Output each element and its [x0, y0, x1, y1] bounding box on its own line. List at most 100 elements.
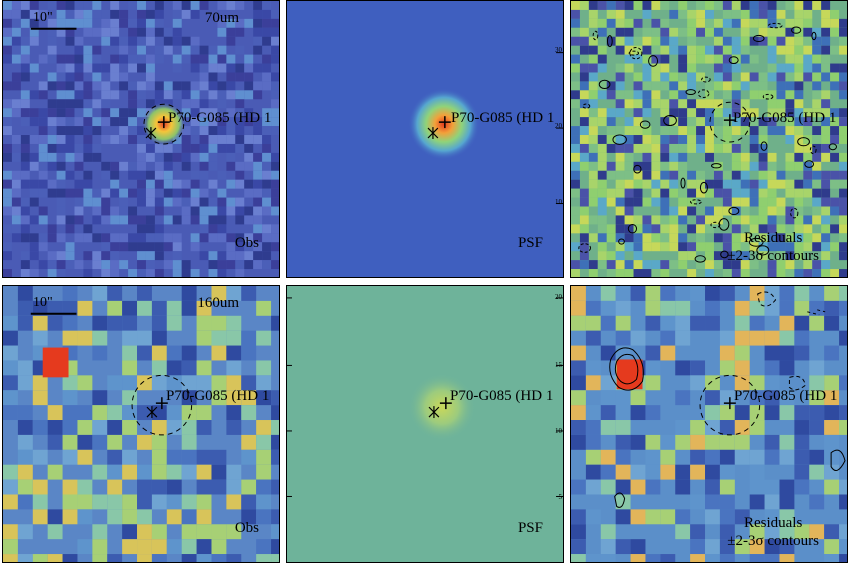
- noise-pixel: [145, 179, 155, 189]
- noise-pixel: [571, 405, 586, 421]
- noise-pixel: [669, 99, 679, 109]
- noise-pixel: [579, 233, 589, 243]
- noise-pixel: [740, 260, 750, 270]
- noise-pixel: [690, 449, 706, 465]
- noise-pixel: [758, 242, 768, 252]
- noise-pixel: [17, 286, 33, 301]
- noise-pixel: [785, 63, 795, 73]
- noise-pixel: [794, 300, 810, 316]
- noise-pixel: [651, 161, 661, 171]
- noise-pixel: [615, 233, 625, 243]
- noise-pixel: [122, 390, 138, 406]
- noise-pixel: [181, 135, 191, 144]
- noise-pixel: [226, 143, 236, 153]
- noise-pixel: [713, 161, 723, 171]
- noise-pixel: [585, 315, 601, 331]
- noise-pixel: [696, 18, 706, 28]
- contour-line: [592, 30, 599, 41]
- scale-bar-label: 10": [33, 295, 53, 310]
- noise-pixel: [172, 215, 182, 225]
- noise-pixel: [579, 260, 589, 270]
- noise-pixel: [824, 315, 840, 331]
- noise-pixel: [29, 179, 39, 189]
- contour-line: [578, 243, 591, 253]
- noise-pixel: [764, 330, 780, 346]
- noise-pixel: [713, 143, 723, 153]
- noise-pixel: [794, 449, 810, 465]
- noise-pixel: [145, 18, 155, 28]
- noise-pixel: [675, 464, 691, 480]
- noise-pixel: [226, 464, 242, 480]
- noise-pixel: [47, 54, 57, 64]
- noise-pixel: [77, 479, 93, 495]
- noise-pixel: [217, 117, 227, 127]
- noise-pixel: [705, 99, 714, 109]
- noise-pixel: [211, 286, 227, 301]
- noise-pixel: [235, 1, 245, 10]
- noise-pixel: [734, 300, 750, 316]
- noise-pixel: [606, 224, 616, 234]
- noise-pixel: [696, 9, 706, 19]
- noise-pixel: [606, 269, 616, 277]
- noise-pixel: [151, 405, 167, 421]
- noise-pixel: [137, 63, 146, 73]
- noise-pixel: [821, 90, 831, 100]
- noise-pixel: [758, 135, 768, 144]
- noise-pixel: [687, 206, 697, 216]
- noise-pixel: [812, 99, 822, 109]
- noise-pixel: [785, 45, 795, 55]
- noise-pixel: [92, 260, 102, 270]
- noise-pixel: [731, 179, 741, 189]
- noise-pixel: [208, 233, 218, 243]
- noise-pixel: [256, 375, 272, 391]
- noise-pixel: [633, 90, 643, 100]
- noise-pixel: [3, 188, 12, 198]
- noise-pixel: [196, 464, 212, 480]
- noise-pixel: [678, 126, 688, 136]
- noise-pixel: [101, 108, 111, 118]
- noise-pixel: [110, 54, 120, 64]
- noise-pixel: [241, 286, 257, 301]
- noise-pixel: [785, 242, 795, 252]
- noise-pixel: [749, 197, 759, 207]
- noise-pixel: [660, 286, 676, 301]
- noise-pixel: [235, 126, 245, 136]
- noise-pixel: [47, 143, 57, 153]
- noise-pixel: [749, 36, 759, 46]
- noise-pixel: [101, 233, 111, 243]
- noise-pixel: [669, 72, 679, 82]
- noise-pixel: [101, 27, 111, 37]
- noise-pixel: [11, 108, 21, 118]
- noise-pixel: [839, 300, 847, 316]
- noise-pixel: [137, 524, 152, 540]
- noise-pixel: [731, 143, 741, 153]
- noise-pixel: [779, 524, 795, 540]
- noise-pixel: [830, 179, 840, 189]
- noise-pixel: [571, 242, 580, 252]
- noise-pixel: [65, 27, 75, 37]
- noise-pixel: [749, 405, 765, 421]
- noise-pixel: [217, 197, 227, 207]
- noise-pixel: [588, 81, 598, 91]
- noise-pixel: [731, 152, 741, 162]
- band-label: 160um: [197, 295, 239, 311]
- noise-pixel: [11, 36, 21, 46]
- noise-pixel: [74, 72, 84, 82]
- noise-pixel: [56, 99, 66, 109]
- noise-pixel: [3, 9, 12, 19]
- noise-pixel: [32, 390, 48, 406]
- noise-pixel: [74, 63, 84, 73]
- noise-pixel: [740, 170, 750, 180]
- noise-pixel: [669, 179, 679, 189]
- noise-pixel: [615, 390, 631, 406]
- noise-pixel: [675, 390, 691, 406]
- noise-pixel: [211, 524, 227, 540]
- noise-pixel: [651, 45, 661, 55]
- noise-pixel: [190, 99, 200, 109]
- contour-line: [809, 145, 817, 155]
- noise-pixel: [678, 9, 688, 19]
- noise-pixel: [785, 260, 795, 270]
- noise-pixel: [776, 36, 786, 46]
- noise-pixel: [271, 420, 279, 435]
- noise-pixel: [615, 479, 631, 495]
